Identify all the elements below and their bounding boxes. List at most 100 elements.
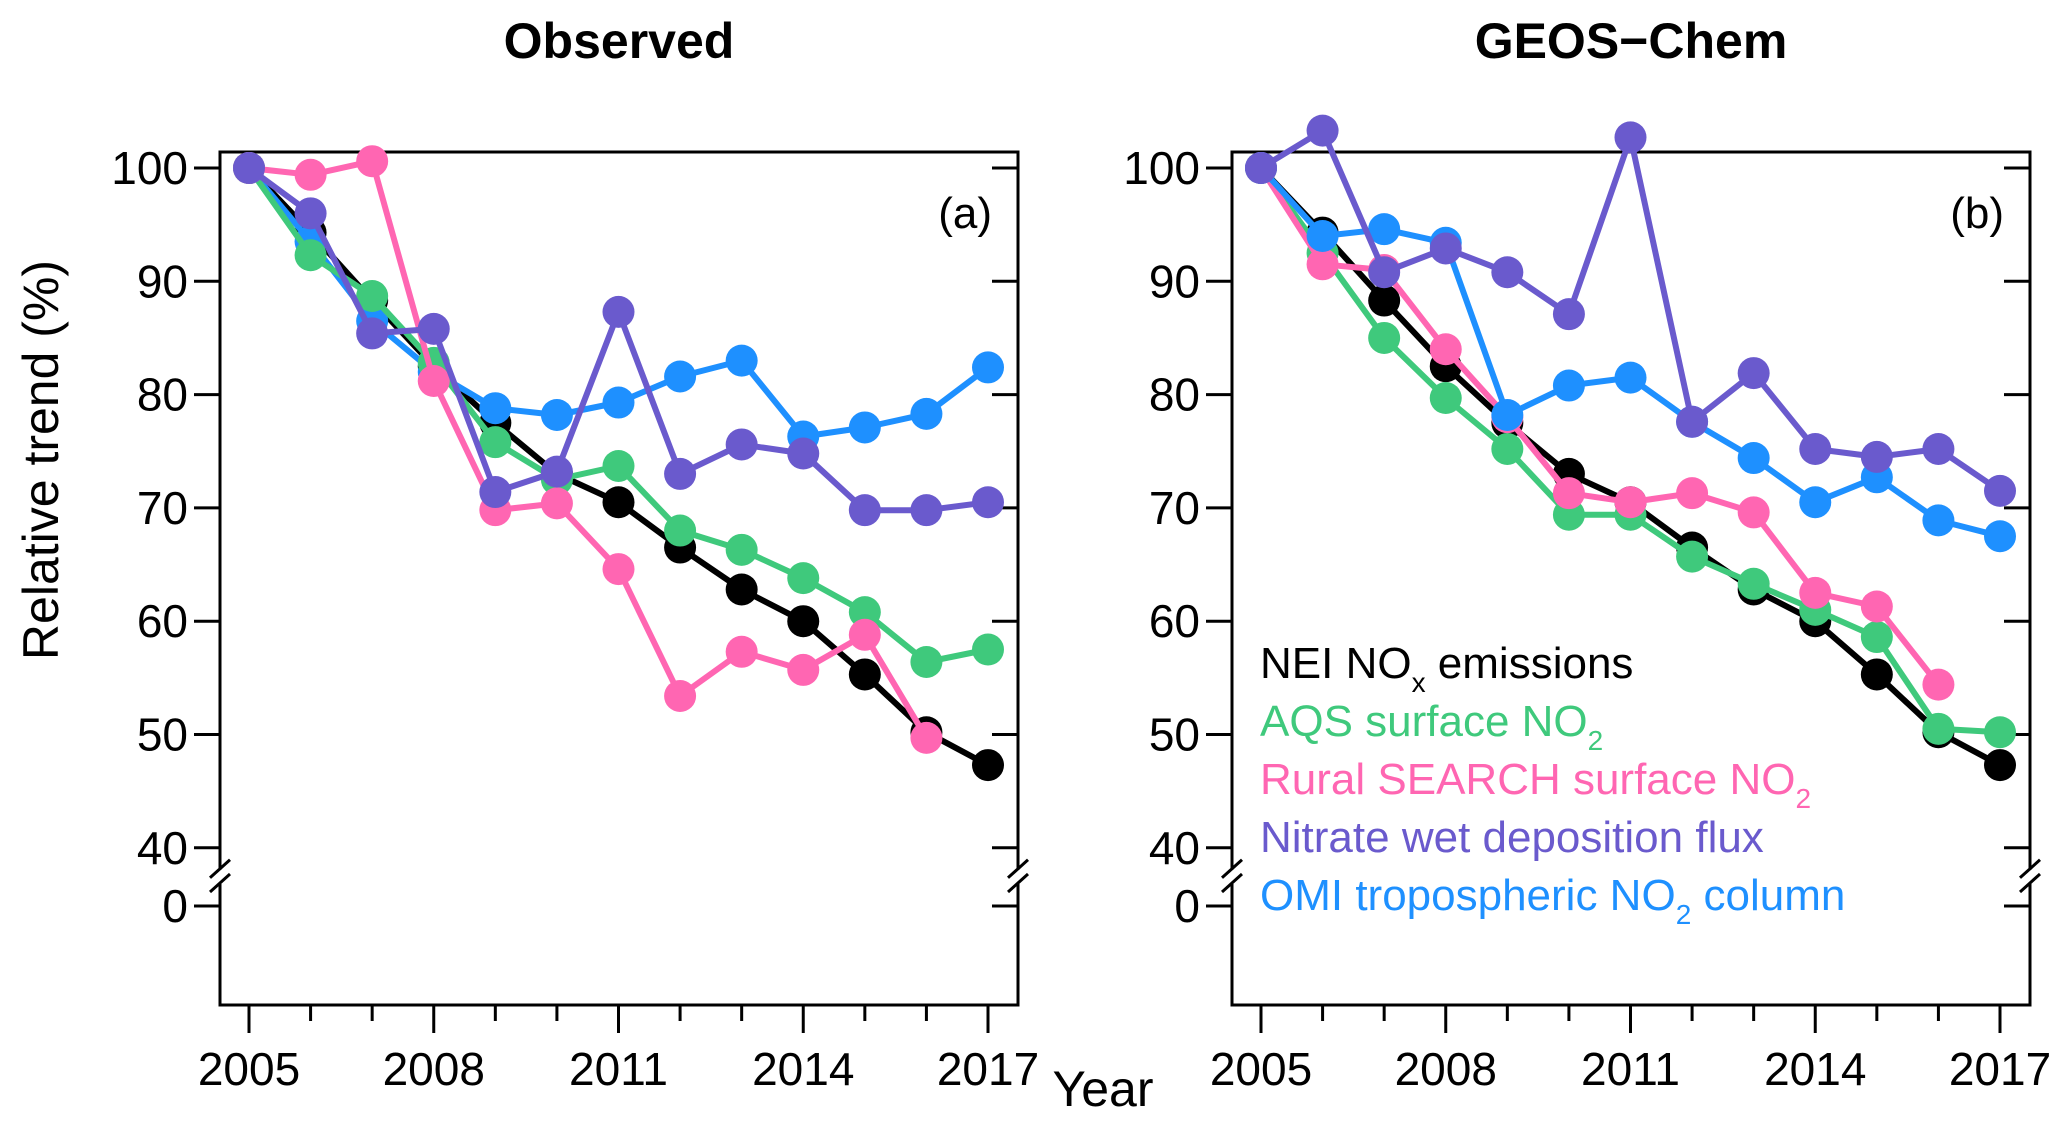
data-point-search	[602, 553, 635, 586]
data-point-search	[1922, 668, 1955, 701]
data-point-nitrate	[1614, 121, 1647, 154]
data-point-aqs	[1676, 540, 1709, 573]
data-point-nitrate	[1245, 152, 1277, 184]
data-point-nitrate	[1491, 256, 1524, 289]
axis-break-mark	[2018, 872, 2042, 894]
panel-geos-chem: GEOS−Chem 0 40 50 60 70 80 90 100 2005 2008 2011 201…	[1123, 13, 2051, 1095]
y-tick-label: 100	[1123, 142, 1200, 194]
data-point-nitrate	[540, 455, 573, 488]
data-point-search	[1860, 590, 1893, 623]
data-point-nitrate	[725, 428, 758, 461]
legend-entry-nei: NEI NOx emissions	[1260, 639, 1633, 698]
data-point-aqs	[1737, 567, 1770, 600]
data-point-nei	[972, 749, 1004, 782]
y-tick-label: 100	[111, 142, 188, 194]
x-tick-label: 2008	[1395, 1043, 1497, 1095]
data-point-aqs	[787, 562, 820, 595]
data-point-search	[1306, 248, 1339, 281]
data-point-search	[294, 158, 327, 191]
axis-break-mark	[1220, 858, 1244, 879]
data-point-nitrate	[1922, 432, 1955, 465]
data-point-omi	[1984, 520, 2016, 553]
x-tick-label: 2011	[1581, 1043, 1680, 1095]
y-tick-label: 90	[1149, 255, 1200, 307]
data-point-nitrate	[1306, 114, 1339, 147]
data-point-nei	[1368, 284, 1401, 317]
y-tick-label: 60	[137, 595, 188, 647]
data-point-nitrate	[1737, 357, 1770, 390]
series-nitrate	[233, 152, 1004, 527]
x-axis-label: Year	[1052, 1061, 1153, 1117]
data-point-nitrate	[1984, 474, 2016, 507]
data-point-omi	[1491, 398, 1524, 431]
data-point-nitrate	[602, 295, 635, 328]
series-nitrate	[1245, 114, 2016, 507]
y-tick-label: 50	[1149, 709, 1200, 761]
data-point-aqs	[910, 645, 943, 678]
data-point-nei	[848, 658, 881, 691]
data-point-search	[1614, 486, 1647, 519]
y-tick-label: 40	[1149, 822, 1200, 874]
data-point-aqs	[1491, 432, 1524, 465]
data-point-search	[356, 145, 389, 178]
data-point-search	[848, 618, 881, 651]
data-point-aqs	[1984, 716, 2016, 749]
legend-entry-aqs: AQS surface NO2	[1260, 697, 1603, 756]
data-point-omi	[848, 411, 881, 444]
x-tick-label: 2005	[198, 1043, 300, 1095]
axis-break-mark	[208, 858, 232, 879]
data-point-aqs	[356, 280, 389, 313]
legend-entry-search: Rural SEARCH surface NO2	[1260, 755, 1811, 814]
data-point-omi	[1737, 442, 1770, 475]
data-point-nitrate	[356, 317, 389, 350]
legend-entry-nitrate: Nitrate wet deposition flux	[1260, 813, 1764, 862]
y-tick-label: 70	[137, 482, 188, 534]
data-point-aqs	[602, 449, 635, 482]
axis-break-mark	[2018, 858, 2042, 879]
series-search	[233, 145, 943, 754]
data-point-search	[1676, 477, 1709, 510]
data-point-nei	[725, 573, 758, 606]
data-point-omi	[725, 344, 758, 377]
series-line-search	[248, 158, 929, 740]
panel-tag: (a)	[938, 189, 992, 238]
data-point-aqs	[479, 426, 512, 459]
data-point-omi	[1552, 369, 1585, 402]
data-point-nitrate	[1429, 232, 1462, 265]
y-tick-label: 50	[137, 709, 188, 761]
data-point-nitrate	[848, 494, 881, 527]
y-tick-label: 80	[1149, 369, 1200, 421]
data-point-omi	[972, 351, 1004, 384]
panel-title: Observed	[504, 13, 735, 69]
panel-title: GEOS−Chem	[1475, 13, 1788, 69]
y-tick-label: 90	[137, 255, 188, 307]
data-point-search	[1552, 477, 1585, 510]
legend-entry-omi: OMI tropospheric NO2 column	[1260, 871, 1845, 930]
x-tick-label: 2017	[1949, 1043, 2051, 1095]
y-tick-label: 0	[162, 880, 188, 932]
data-point-aqs	[972, 633, 1004, 666]
x-tick-label: 2005	[1210, 1043, 1312, 1095]
data-point-omi	[540, 398, 573, 431]
x-tick-label: 2014	[1764, 1043, 1866, 1095]
axis-break-mark	[208, 872, 232, 894]
panel-tag: (b)	[1950, 189, 2004, 238]
data-point-aqs	[1860, 621, 1893, 654]
y-tick-label: 0	[1174, 880, 1200, 932]
data-point-search	[664, 679, 697, 712]
y-tick-label: 60	[1149, 595, 1200, 647]
axis-break-mark	[1006, 858, 1030, 879]
data-point-aqs	[294, 239, 327, 272]
data-point-search	[1799, 576, 1832, 609]
data-point-aqs	[1368, 321, 1401, 354]
data-point-nitrate	[1676, 405, 1709, 438]
axis-break-mark	[1006, 872, 1030, 894]
data-point-omi	[910, 397, 943, 430]
x-tick-label: 2017	[937, 1043, 1039, 1095]
data-point-search	[1429, 333, 1462, 366]
data-point-nitrate	[1860, 440, 1893, 473]
series-line-search	[1258, 166, 1941, 687]
plot-frame-top	[218, 150, 1020, 870]
